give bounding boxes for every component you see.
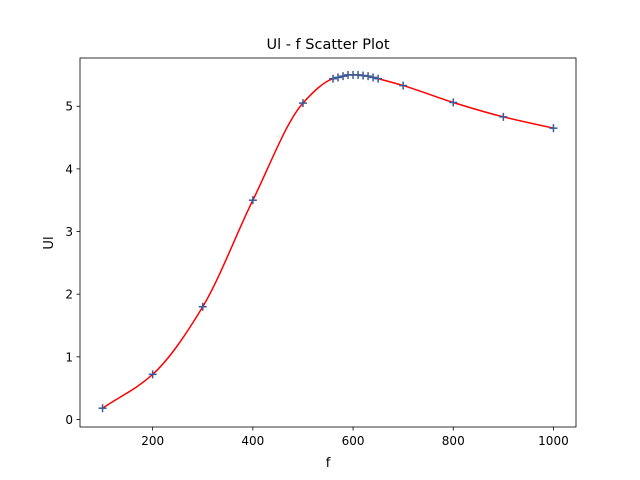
y-tick-label: 0 bbox=[65, 413, 73, 427]
y-tick-label: 1 bbox=[65, 350, 73, 364]
axes-frame bbox=[79, 57, 577, 428]
data-point bbox=[549, 124, 558, 133]
data-point bbox=[248, 196, 257, 205]
y-tick-label: 4 bbox=[65, 162, 73, 176]
y-axis-label: Ul bbox=[42, 236, 57, 249]
data-point bbox=[364, 72, 373, 81]
data-point bbox=[329, 74, 338, 83]
data-point bbox=[339, 72, 348, 81]
x-tick-label: 400 bbox=[241, 434, 264, 448]
y-tick-label: 3 bbox=[65, 225, 73, 239]
data-point bbox=[374, 74, 383, 83]
chart-title: Ul - f Scatter Plot bbox=[266, 37, 389, 53]
data-point bbox=[399, 81, 408, 90]
plot-area: 200 400 600 800 1000 0 1 2 3 4 5 bbox=[65, 57, 577, 448]
data-point bbox=[369, 73, 378, 82]
data-point bbox=[148, 370, 157, 379]
data-point bbox=[298, 99, 307, 108]
x-tick-label: 600 bbox=[342, 434, 365, 448]
data-point bbox=[98, 404, 107, 413]
data-point bbox=[334, 73, 343, 82]
x-tick-label: 200 bbox=[141, 434, 164, 448]
x-tick-label: 1000 bbox=[538, 434, 569, 448]
y-tick-label: 5 bbox=[65, 100, 73, 114]
data-point bbox=[449, 98, 458, 107]
data-point bbox=[198, 302, 207, 311]
x-tick-label: 800 bbox=[442, 434, 465, 448]
data-point bbox=[499, 112, 508, 121]
y-tick-label: 2 bbox=[65, 288, 73, 302]
x-axis-label: f bbox=[326, 456, 331, 471]
